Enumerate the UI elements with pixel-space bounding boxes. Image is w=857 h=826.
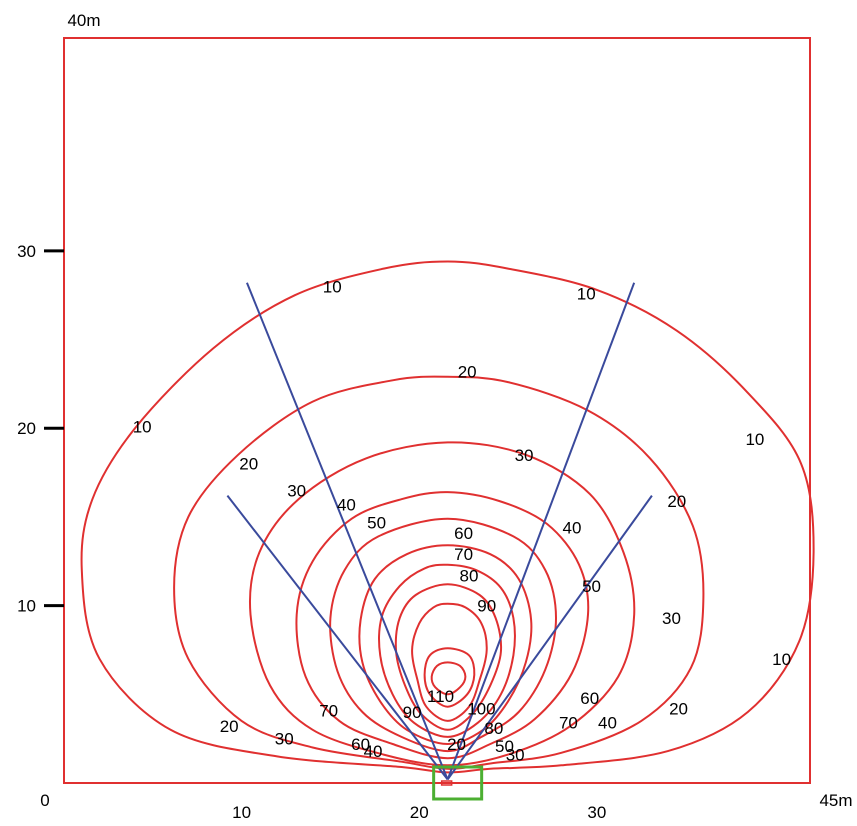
- contour-value-label: 80: [460, 566, 479, 585]
- contour-line-20: [173, 375, 705, 770]
- contour-line-50: [329, 517, 558, 753]
- contour-value-label: 50: [582, 577, 601, 596]
- contour-value-label: 80: [484, 719, 503, 738]
- contour-value-label: 40: [337, 496, 356, 515]
- y-axis-corner-label: 40m: [67, 11, 100, 30]
- vehicle-sensor: [440, 780, 453, 786]
- contour-value-label: 10: [577, 284, 596, 303]
- contour-value-label: 70: [559, 714, 578, 733]
- contour-value-label: 10: [745, 430, 764, 449]
- contour-value-label: 10: [772, 650, 791, 669]
- contour-line-90: [411, 602, 488, 722]
- beam-line-2: [226, 495, 449, 781]
- contour-lines: [80, 260, 815, 774]
- contour-value-label: 90: [403, 703, 422, 722]
- contour-value-label: 70: [319, 701, 338, 720]
- vehicle-marker: [432, 765, 484, 801]
- contour-line-10: [80, 260, 815, 774]
- contour-value-label: 40: [364, 742, 383, 761]
- beam-line-3: [446, 495, 653, 781]
- contour-value-label: 70: [454, 545, 473, 564]
- contour-value-label: 110: [427, 687, 454, 706]
- contour-labels: 10 10 10 10 10 20 20 20 20 20 30 30 30 30 40 40 40 50 50 60…: [133, 277, 791, 764]
- beam-line-4: [446, 282, 636, 780]
- contour-line-80: [394, 583, 503, 731]
- contour-line-100: [423, 647, 476, 708]
- contour-line-70: [378, 563, 516, 738]
- x-tick-label: 30: [587, 803, 606, 821]
- plot-frame: [63, 37, 811, 784]
- contour-value-label: 60: [351, 735, 370, 754]
- contour-value-label: 50: [367, 513, 386, 532]
- contour-value-label: 40: [563, 519, 582, 538]
- contour-line-30: [249, 441, 636, 767]
- contour-value-label: 30: [287, 481, 306, 500]
- contour-line-110: [430, 661, 467, 696]
- beam-line-1: [246, 282, 449, 780]
- contour-value-label: 20: [669, 700, 688, 719]
- y-tick-label: 10: [17, 597, 36, 616]
- contour-value-label: 60: [580, 689, 599, 708]
- y-tick-label: 20: [17, 419, 36, 438]
- contour-value-label: 30: [506, 746, 525, 765]
- vehicle-outline: [432, 765, 484, 801]
- contour-value-label: 10: [323, 277, 342, 296]
- origin-label: 0: [40, 791, 49, 810]
- x-tick-label: 10: [232, 803, 251, 821]
- contour-value-label: 90: [477, 597, 496, 616]
- y-tick-label: 30: [17, 242, 36, 261]
- contour-value-label: 60: [454, 524, 473, 543]
- contour-value-label: 20: [667, 492, 686, 511]
- contour-line-60: [358, 544, 533, 746]
- contour-value-label: 30: [662, 609, 681, 628]
- contour-value-label: 10: [133, 417, 152, 436]
- beam-lines: [226, 282, 653, 781]
- contour-line-40: [295, 491, 590, 760]
- x-axis-corner-label: 45m: [819, 791, 852, 810]
- axes: 10 20 30 10 20 30 0 45m 40m: [17, 11, 852, 822]
- contour-value-label: 30: [515, 446, 534, 465]
- contour-value-label: 50: [495, 737, 514, 756]
- contour-value-label: 20: [447, 735, 466, 754]
- contour-value-label: 100: [467, 700, 495, 719]
- contour-value-label: 20: [220, 717, 239, 736]
- contour-value-label: 20: [239, 455, 258, 474]
- contour-value-label: 30: [275, 730, 294, 749]
- x-tick-label: 20: [410, 803, 429, 821]
- contour-value-label: 20: [458, 362, 477, 381]
- contour-value-label: 40: [598, 714, 617, 733]
